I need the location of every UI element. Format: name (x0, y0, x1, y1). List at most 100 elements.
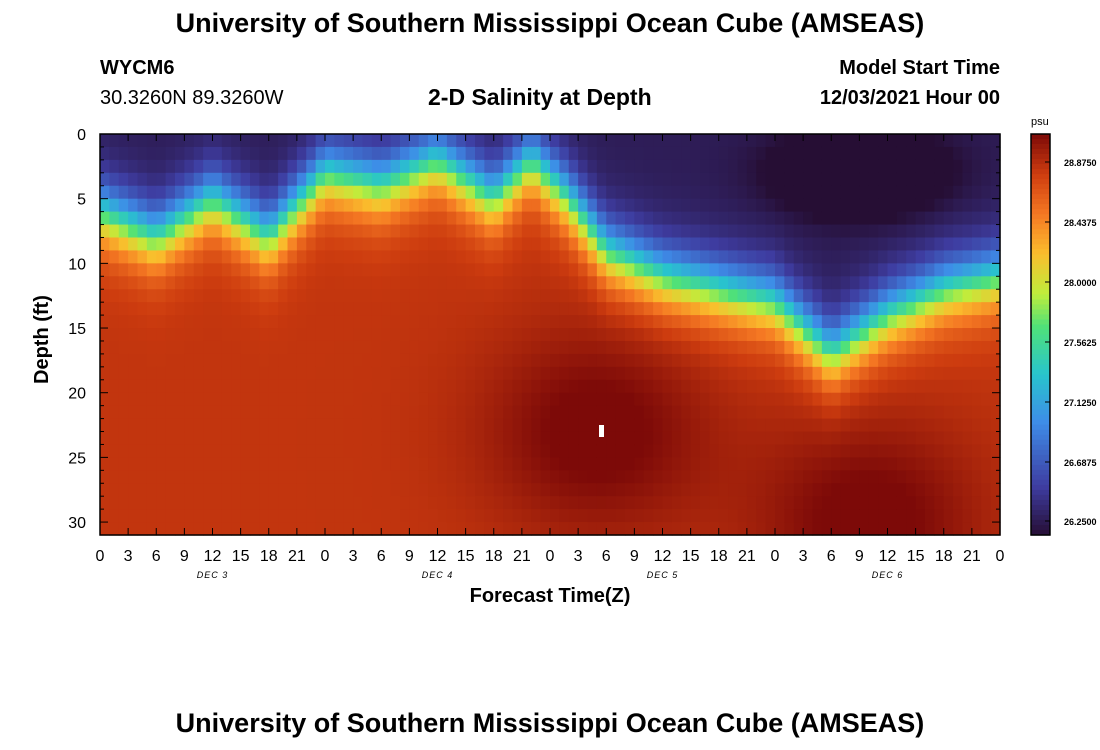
heatmap-cell (259, 431, 270, 446)
heatmap-cell (606, 509, 617, 523)
heatmap-cell (596, 392, 607, 407)
heatmap-cell (784, 470, 795, 484)
heatmap-cell (296, 211, 307, 226)
heatmap-cell (306, 444, 317, 458)
heatmap-cell (568, 302, 579, 316)
heatmap-cell (718, 470, 729, 484)
heatmap-cell (371, 211, 382, 226)
heatmap-cell (868, 457, 879, 471)
heatmap-cell (643, 366, 654, 381)
heatmap-cell (371, 276, 382, 290)
heatmap-cell (475, 146, 485, 161)
heatmap-cell (240, 483, 251, 497)
heatmap-cell (390, 366, 401, 381)
heatmap-cell (756, 444, 767, 458)
heatmap-cell (109, 379, 120, 394)
heatmap-cell (737, 159, 748, 174)
heatmap-cell (109, 315, 120, 329)
heatmap-cell (306, 263, 317, 277)
heatmap-cell (446, 405, 457, 420)
heatmap-cell (925, 483, 935, 497)
heatmap-cell (953, 172, 964, 187)
heatmap-cell (587, 392, 598, 407)
heatmap-cell (643, 418, 654, 433)
heatmap-cell (868, 340, 879, 355)
heatmap-cell (868, 392, 879, 407)
heatmap-cell (493, 392, 504, 407)
heatmap-cell (437, 470, 448, 484)
heatmap-cell (156, 483, 167, 497)
heatmap-cell (512, 405, 523, 420)
heatmap-cell (681, 353, 692, 368)
heatmap-cell (175, 366, 185, 381)
heatmap-cell (990, 289, 1001, 303)
heatmap-cell (409, 237, 420, 252)
heatmap-cell (896, 522, 907, 536)
heatmap-cell (203, 198, 214, 213)
heatmap-cell (615, 276, 626, 290)
heatmap-cell (943, 522, 954, 536)
heatmap-cell (775, 470, 785, 484)
heatmap-cell (568, 224, 579, 239)
heatmap-cell (587, 250, 598, 264)
heatmap-cell (812, 237, 823, 252)
heatmap-cell (400, 211, 410, 226)
heatmap-cell (503, 418, 514, 433)
heatmap-cell (962, 172, 973, 187)
heatmap-cell (306, 159, 317, 174)
heatmap-cell (118, 211, 129, 226)
heatmap-cell (990, 431, 1001, 446)
heatmap-cell (268, 224, 279, 239)
heatmap-cell (343, 328, 354, 342)
heatmap-cell (268, 134, 279, 148)
heatmap-cell (962, 263, 973, 277)
heatmap-cell (362, 509, 373, 523)
heatmap-cell (109, 392, 120, 407)
heatmap-cell (662, 379, 673, 394)
heatmap-cell (428, 470, 439, 484)
heatmap-cell (428, 444, 439, 458)
heatmap-cell (859, 509, 870, 523)
heatmap-cell (240, 496, 251, 510)
heatmap-cell (446, 250, 457, 264)
heatmap-cell (334, 470, 345, 484)
heatmap-cell (531, 509, 542, 523)
heatmap-cell (915, 418, 926, 433)
heatmap-cell (934, 276, 945, 290)
heatmap-cell (746, 418, 757, 433)
heatmap-cell (887, 522, 898, 536)
heatmap-cell (109, 263, 120, 277)
heatmap-cell (746, 496, 757, 510)
heatmap-cell (868, 134, 879, 148)
heatmap-cell (203, 483, 214, 497)
colorbar-segment (1031, 269, 1050, 275)
heatmap-cell (118, 405, 129, 420)
heatmap-cell (690, 522, 701, 536)
heatmap-cell (887, 237, 898, 252)
heatmap-cell (475, 224, 485, 239)
heatmap-cell (915, 276, 926, 290)
heatmap-cell (128, 522, 139, 536)
heatmap-cell (193, 444, 204, 458)
heatmap-cell (634, 353, 645, 368)
heatmap-cell (700, 134, 710, 148)
colorbar-segment (1031, 224, 1050, 230)
heatmap-cell (137, 172, 148, 187)
colorbar-segment (1031, 394, 1050, 401)
heatmap-cell (896, 392, 907, 407)
heatmap-cell (662, 366, 673, 381)
heatmap-cell (165, 237, 176, 252)
heatmap-cell (540, 263, 551, 277)
colorbar-segment (1031, 444, 1050, 451)
heatmap-cell (137, 185, 148, 200)
heatmap-cell (118, 198, 129, 213)
heatmap-cell (390, 315, 401, 329)
heatmap-cell (521, 379, 532, 394)
chart-subtitle: 2-D Salinity at Depth (428, 84, 652, 110)
heatmap-cell (681, 483, 692, 497)
heatmap-cell (146, 457, 157, 471)
heatmap-cell (925, 496, 935, 510)
heatmap-cell (709, 134, 720, 148)
heatmap-cell (915, 211, 926, 226)
heatmap-cell (700, 211, 710, 226)
